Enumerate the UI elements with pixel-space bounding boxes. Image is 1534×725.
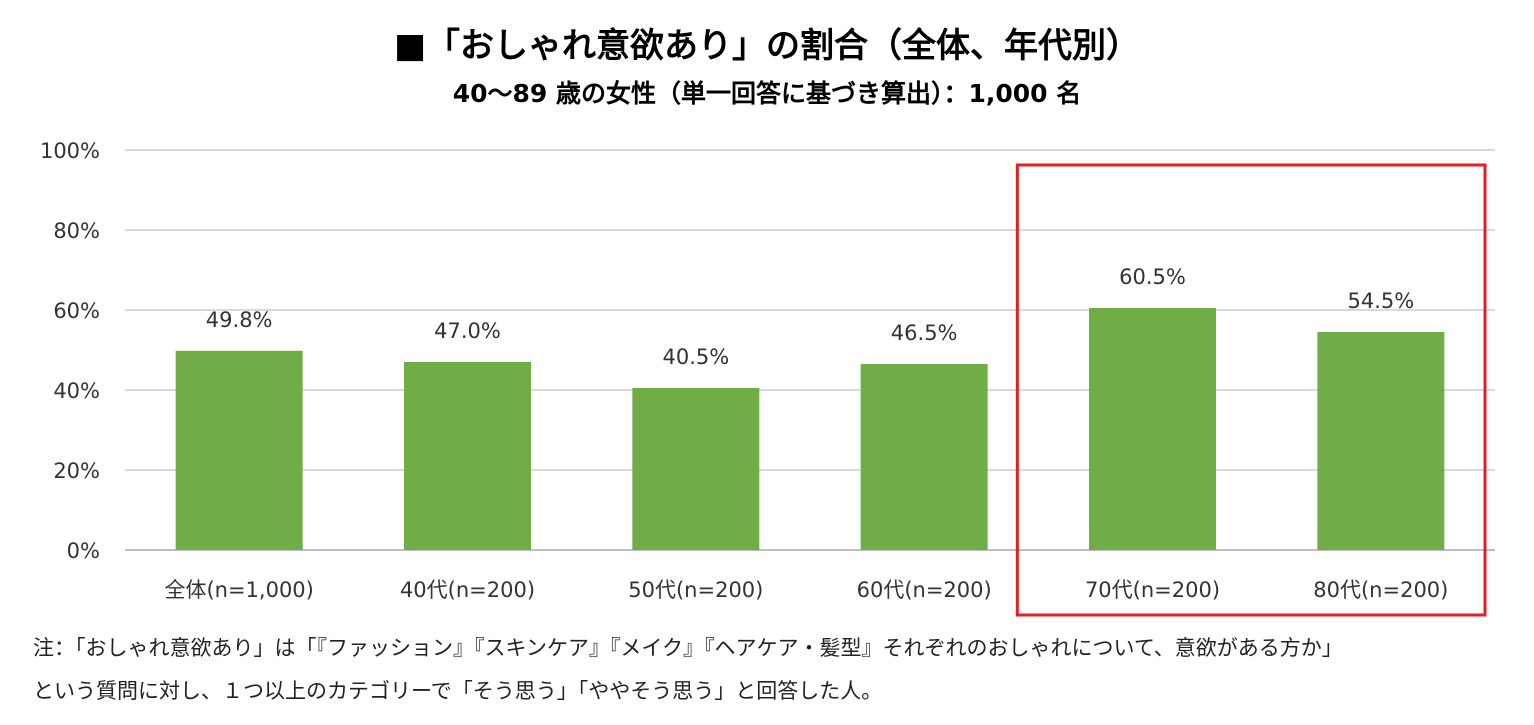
chart-subtitle: 40～89 歳の女性（単一回答に基づき算出）：1,000 名 <box>452 79 1082 108</box>
data-label: 47.0% <box>434 319 501 343</box>
bar <box>1317 332 1445 550</box>
y-tick-label: 0% <box>67 539 100 563</box>
data-label: 46.5% <box>891 321 958 345</box>
bar-chart: 0% 20% 40% 60% 80% 100% 49.8% 全体(n=1,000) 47.0% 4… <box>40 139 1495 617</box>
data-label: 54.5% <box>1347 289 1414 313</box>
x-tick-label: 60代(n=200) <box>857 578 992 602</box>
x-tick-label: 80代(n=200) <box>1313 578 1448 602</box>
footnote-line-2: という質問に対し、１つ以上のカテゴリーで「そう思う」「ややそう思う」と回答した人… <box>33 679 883 703</box>
bar <box>632 388 760 550</box>
y-tick-label: 60% <box>53 299 100 323</box>
data-label: 40.5% <box>662 345 729 369</box>
bar <box>860 364 988 550</box>
footnote-line-1: 注：「おしゃれ意欲あり」は「『ファッション』『スキンケア』『メイク』『ヘアケア・… <box>33 636 1343 660</box>
y-tick-label: 20% <box>53 459 100 483</box>
y-tick-label: 100% <box>40 139 100 163</box>
bar <box>175 350 303 550</box>
y-tick-label: 40% <box>53 379 100 403</box>
highlight-box <box>1015 163 1487 617</box>
y-tick-label: 80% <box>53 219 100 243</box>
x-tick-label: 40代(n=200) <box>400 578 535 602</box>
x-tick-label: 50代(n=200) <box>628 578 763 602</box>
chart-title: ■「おしゃれ意欲あり」の割合（全体、年代別） <box>393 26 1141 66</box>
x-tick-label: 全体(n=1,000) <box>164 578 313 602</box>
bar <box>404 362 531 550</box>
data-label: 49.8% <box>206 308 273 332</box>
x-tick-label: 70代(n=200) <box>1085 578 1220 602</box>
bar <box>1089 308 1216 550</box>
data-label: 60.5% <box>1119 265 1186 289</box>
